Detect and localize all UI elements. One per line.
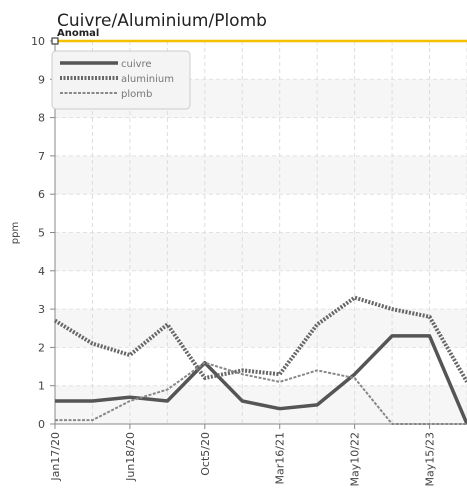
y-tick-label: 0 [38,418,45,431]
y-tick-label: 2 [38,341,45,354]
y-tick-label: 4 [38,265,45,278]
y-tick-label: 7 [38,150,45,163]
series-line [55,334,467,425]
legend: cuivre aluminium plomb [51,50,191,110]
legend-box [51,50,191,110]
legend-label: aluminium [121,74,174,85]
legend-label: plomb [121,89,152,100]
grid-band [55,155,467,195]
y-tick-label: 5 [38,227,45,240]
y-tick-label: 1 [38,380,45,393]
y-tick-label: 10 [31,35,45,48]
x-tick-label: May15/23 [424,432,437,486]
x-tick-label: May10/22 [349,432,362,486]
series-line [55,361,467,425]
y-tick-label: 8 [38,112,45,125]
y-axis-label: ppm [10,222,21,244]
y-tick-label: 6 [38,188,45,201]
x-tick-label: Jun18/20 [124,432,137,482]
threshold-marker [51,37,59,45]
grid-band [55,309,467,348]
legend-label: cuivre [121,59,152,70]
x-tick-label: Jan17/20 [49,432,62,482]
threshold-label: Anomal [57,28,99,39]
grid-band [55,232,467,271]
y-tick-label: 9 [38,73,45,86]
y-tick-label: 3 [38,303,45,316]
x-tick-label: Mar16/21 [274,432,287,484]
x-tick-label: Oct5/20 [199,432,212,476]
chart-title: Cuivre/Aluminium/Plomb [57,11,267,31]
series-line [53,295,467,383]
